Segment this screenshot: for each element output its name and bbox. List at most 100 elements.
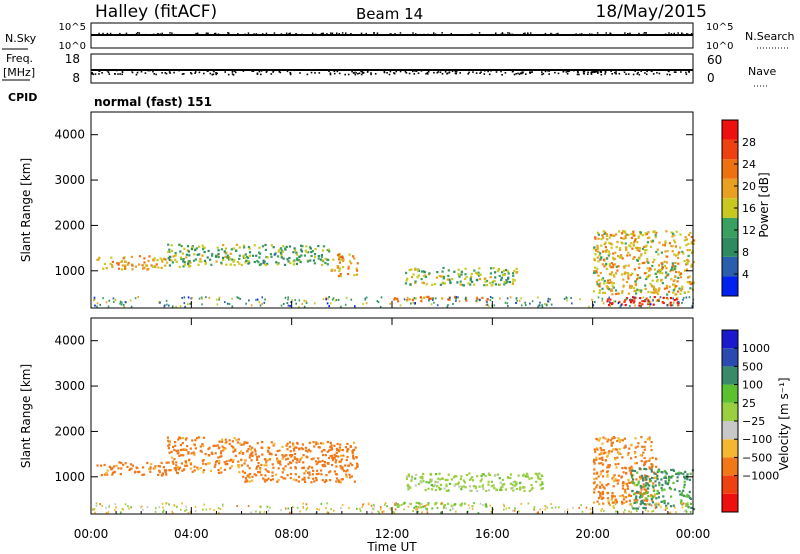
velocity-cell-3 [427, 503, 430, 506]
power-cell-3 [339, 273, 342, 276]
power-colorbar-tick-label: 4 [742, 268, 749, 281]
power-cell-7 [622, 230, 625, 233]
velocity-noise-cell [91, 508, 94, 511]
velocity-cell-6 [646, 491, 649, 494]
power-cell-1 [225, 251, 228, 254]
velocity-noise-cell [546, 506, 548, 509]
nave-point [318, 72, 321, 74]
power-cell-5 [515, 267, 518, 270]
sky-point [427, 33, 429, 36]
power-cell-1 [197, 263, 200, 266]
power-noise-cell [579, 298, 581, 301]
nave-point [583, 70, 586, 73]
power-cell-7 [671, 269, 675, 272]
nave-point [393, 72, 396, 75]
power-cell-7 [613, 263, 616, 266]
power-cell-7 [677, 276, 680, 279]
power-cell-7 [646, 267, 649, 270]
velocity-cell-6 [667, 502, 670, 505]
velocity-cell-2 [312, 441, 315, 444]
sky-point [247, 32, 250, 34]
power-cell-1 [210, 263, 213, 266]
power-cell-7 [685, 238, 688, 241]
sky-point [415, 33, 417, 35]
power-cell-4 [427, 295, 430, 299]
velocity-cell-4 [497, 473, 500, 476]
power-noise-cell [629, 305, 631, 307]
velocity-cell-2 [242, 443, 245, 446]
power-cell-3 [336, 265, 339, 268]
power-noise-cell [617, 302, 620, 305]
velocity-cell-3 [427, 502, 430, 505]
power-cell-7 [629, 284, 632, 287]
velocity-noise-cell [424, 505, 426, 508]
power-cell-7 [646, 260, 649, 263]
power-cell-7 [679, 233, 682, 236]
power-cell-1 [220, 261, 223, 264]
velocity-noise-cell [194, 510, 197, 513]
power-cell-5 [436, 271, 439, 274]
velocity-cell-2 [279, 460, 282, 463]
velocity-cell-2 [263, 478, 266, 481]
power-cell-7 [638, 266, 641, 269]
power-cell-1 [225, 255, 228, 258]
velocity-cell-2 [282, 455, 285, 458]
power-cell-7 [640, 253, 643, 256]
power-colorbar-tick-label: 16 [742, 202, 756, 215]
power-cell-5 [512, 278, 515, 281]
power-noise-cell [287, 304, 290, 307]
power-cell-7 [602, 250, 605, 253]
velocity-cell-6 [660, 486, 663, 490]
velocity-cell-1 [230, 459, 233, 462]
power-cell-7 [597, 237, 600, 240]
velocity-cell-6 [637, 491, 640, 494]
power-noise-cell [119, 302, 121, 305]
velocity-cell-2 [318, 446, 321, 449]
velocity-noise-cell [266, 505, 269, 508]
velocity-cell-1 [199, 466, 202, 470]
velocity-noise-cell [665, 506, 667, 509]
power-cell-7 [676, 280, 679, 283]
power-cell-5 [406, 277, 409, 280]
nave-point [504, 72, 507, 74]
power-cell-7 [604, 241, 607, 244]
velocity-noise-cell [403, 508, 405, 511]
y-tick-label: 2000 [54, 218, 85, 232]
power-cell-7 [593, 246, 596, 249]
power-cell-7 [634, 239, 637, 242]
velocity-cell-1 [215, 461, 218, 464]
power-cell-5 [497, 268, 501, 271]
velocity-cell-2 [267, 477, 270, 480]
nave-point [530, 69, 532, 71]
velocity-cell-5 [648, 466, 651, 469]
power-cell-7 [688, 249, 692, 252]
velocity-cell-2 [265, 461, 268, 464]
power-cell-5 [448, 278, 451, 281]
power-noise-cell [667, 298, 669, 301]
power-noise-cell [327, 297, 329, 300]
power-cell-7 [598, 289, 601, 292]
velocity-noise-cell [373, 503, 375, 506]
nave-point [496, 69, 499, 71]
power-cell-1 [229, 252, 232, 255]
power-cell-1 [235, 243, 238, 246]
velocity-noise-cell [416, 508, 419, 511]
power-cell-6 [632, 296, 635, 299]
velocity-cell-6 [668, 478, 671, 481]
velocity-noise-cell [634, 507, 636, 510]
velocity-cell-4 [431, 488, 434, 491]
velocity-cell-2 [345, 475, 348, 478]
power-noise-cell [649, 305, 651, 308]
nave-point [582, 72, 585, 75]
velocity-cell-2 [353, 441, 356, 444]
power-cell-1 [236, 260, 239, 264]
nave-point [415, 70, 418, 72]
sky-point [253, 33, 255, 35]
velocity-cell-2 [256, 442, 259, 445]
power-cell-7 [632, 257, 635, 260]
power-cell-7 [628, 244, 631, 247]
power-cell-5 [464, 277, 467, 281]
velocity-cell-2 [292, 447, 296, 450]
velocity-noise-cell [340, 506, 342, 509]
power-cell-7 [634, 284, 637, 287]
